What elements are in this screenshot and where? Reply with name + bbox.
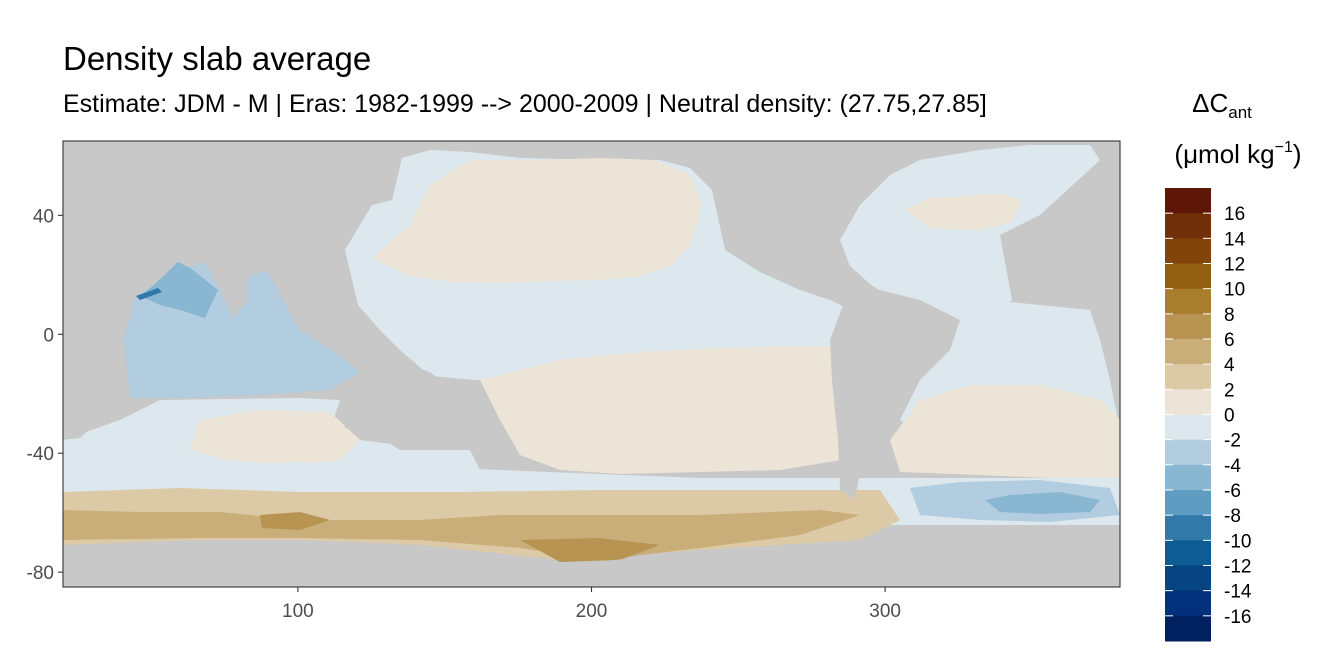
legend-title-sub: ant — [1228, 103, 1252, 122]
legend-swatch — [1165, 339, 1211, 365]
y-tick-label: 40 — [33, 206, 54, 227]
legend-label: 14 — [1224, 229, 1246, 250]
legend-swatch — [1165, 490, 1211, 516]
land-india — [205, 250, 248, 318]
legend-swatch — [1165, 389, 1211, 415]
legend-label: 0 — [1224, 406, 1235, 427]
legend-unit-close: ) — [1293, 139, 1302, 169]
legend-label: 16 — [1224, 204, 1245, 225]
legend-unit-base: (μmol kg — [1174, 139, 1274, 169]
legend-swatch — [1165, 590, 1211, 617]
region-south-atlantic — [890, 385, 1120, 478]
legend-swatch — [1165, 515, 1211, 541]
region-north-atlantic — [840, 145, 1100, 318]
x-tick-label: 200 — [576, 601, 608, 622]
legend-swatch — [1165, 540, 1211, 566]
legend-label: 8 — [1224, 305, 1235, 326]
y-tick-label: -40 — [27, 444, 54, 465]
legend-label: -2 — [1224, 431, 1241, 452]
legend-swatch — [1165, 439, 1211, 466]
y-tick-label: 0 — [43, 325, 54, 346]
legend-swatch — [1165, 188, 1211, 214]
region-north-atlantic-positive — [905, 194, 1022, 230]
legend-label: 4 — [1224, 355, 1235, 376]
legend-swatch — [1165, 565, 1211, 592]
region-north-pacific — [372, 158, 702, 283]
region-weddell-core — [985, 492, 1100, 514]
legend-swatch — [1165, 615, 1211, 642]
legend-title: ΔCant — [1192, 88, 1252, 122]
legend-label: -16 — [1224, 607, 1251, 628]
legend-label: -6 — [1224, 481, 1241, 502]
legend-swatch — [1165, 238, 1211, 264]
y-tick-label: -80 — [27, 563, 54, 584]
legend-label: -8 — [1224, 506, 1241, 527]
region-arabian-sea — [140, 262, 218, 318]
legend-label: 6 — [1224, 330, 1235, 351]
legend-swatch — [1165, 288, 1211, 315]
legend: ΔCant (μmol kg−1) 16 14 12 10 8 6 4 2 0 -2 -4 -6 -8 -10… — [1165, 88, 1302, 642]
legend-label: -4 — [1224, 456, 1241, 477]
legend-swatch — [1165, 364, 1211, 390]
legend-swatch — [1165, 414, 1211, 441]
chart-title: Density slab average — [63, 40, 372, 77]
region-south-pacific — [480, 346, 860, 474]
x-tick-label: 100 — [282, 601, 314, 622]
legend-unit-exp: −1 — [1275, 139, 1293, 156]
region-antarctic-margin-6 — [260, 512, 660, 562]
land-australia — [340, 362, 460, 450]
legend-label: 2 — [1224, 380, 1235, 401]
legend-title-main: ΔC — [1192, 88, 1228, 118]
legend-swatch — [1165, 213, 1211, 239]
region-persian-gulf — [136, 288, 162, 300]
legend-label: 10 — [1224, 280, 1245, 301]
legend-swatch — [1165, 313, 1211, 340]
legend-swatch — [1165, 464, 1211, 491]
legend-label: -14 — [1224, 582, 1252, 603]
chart-subtitle: Estimate: JDM - M | Eras: 1982-1999 --> … — [63, 90, 987, 118]
map-layer — [63, 145, 1120, 587]
x-tick-label: 300 — [869, 601, 901, 622]
land-south-america — [830, 290, 960, 500]
region-south-indian-positive — [190, 410, 360, 465]
legend-label: -12 — [1224, 557, 1251, 578]
legend-label: -10 — [1224, 531, 1251, 552]
legend-label: 12 — [1224, 255, 1245, 276]
legend-unit: (μmol kg−1) — [1174, 139, 1301, 169]
land-antarctica — [63, 528, 1120, 587]
legend-swatch — [1165, 263, 1211, 290]
land-africa — [63, 260, 130, 440]
